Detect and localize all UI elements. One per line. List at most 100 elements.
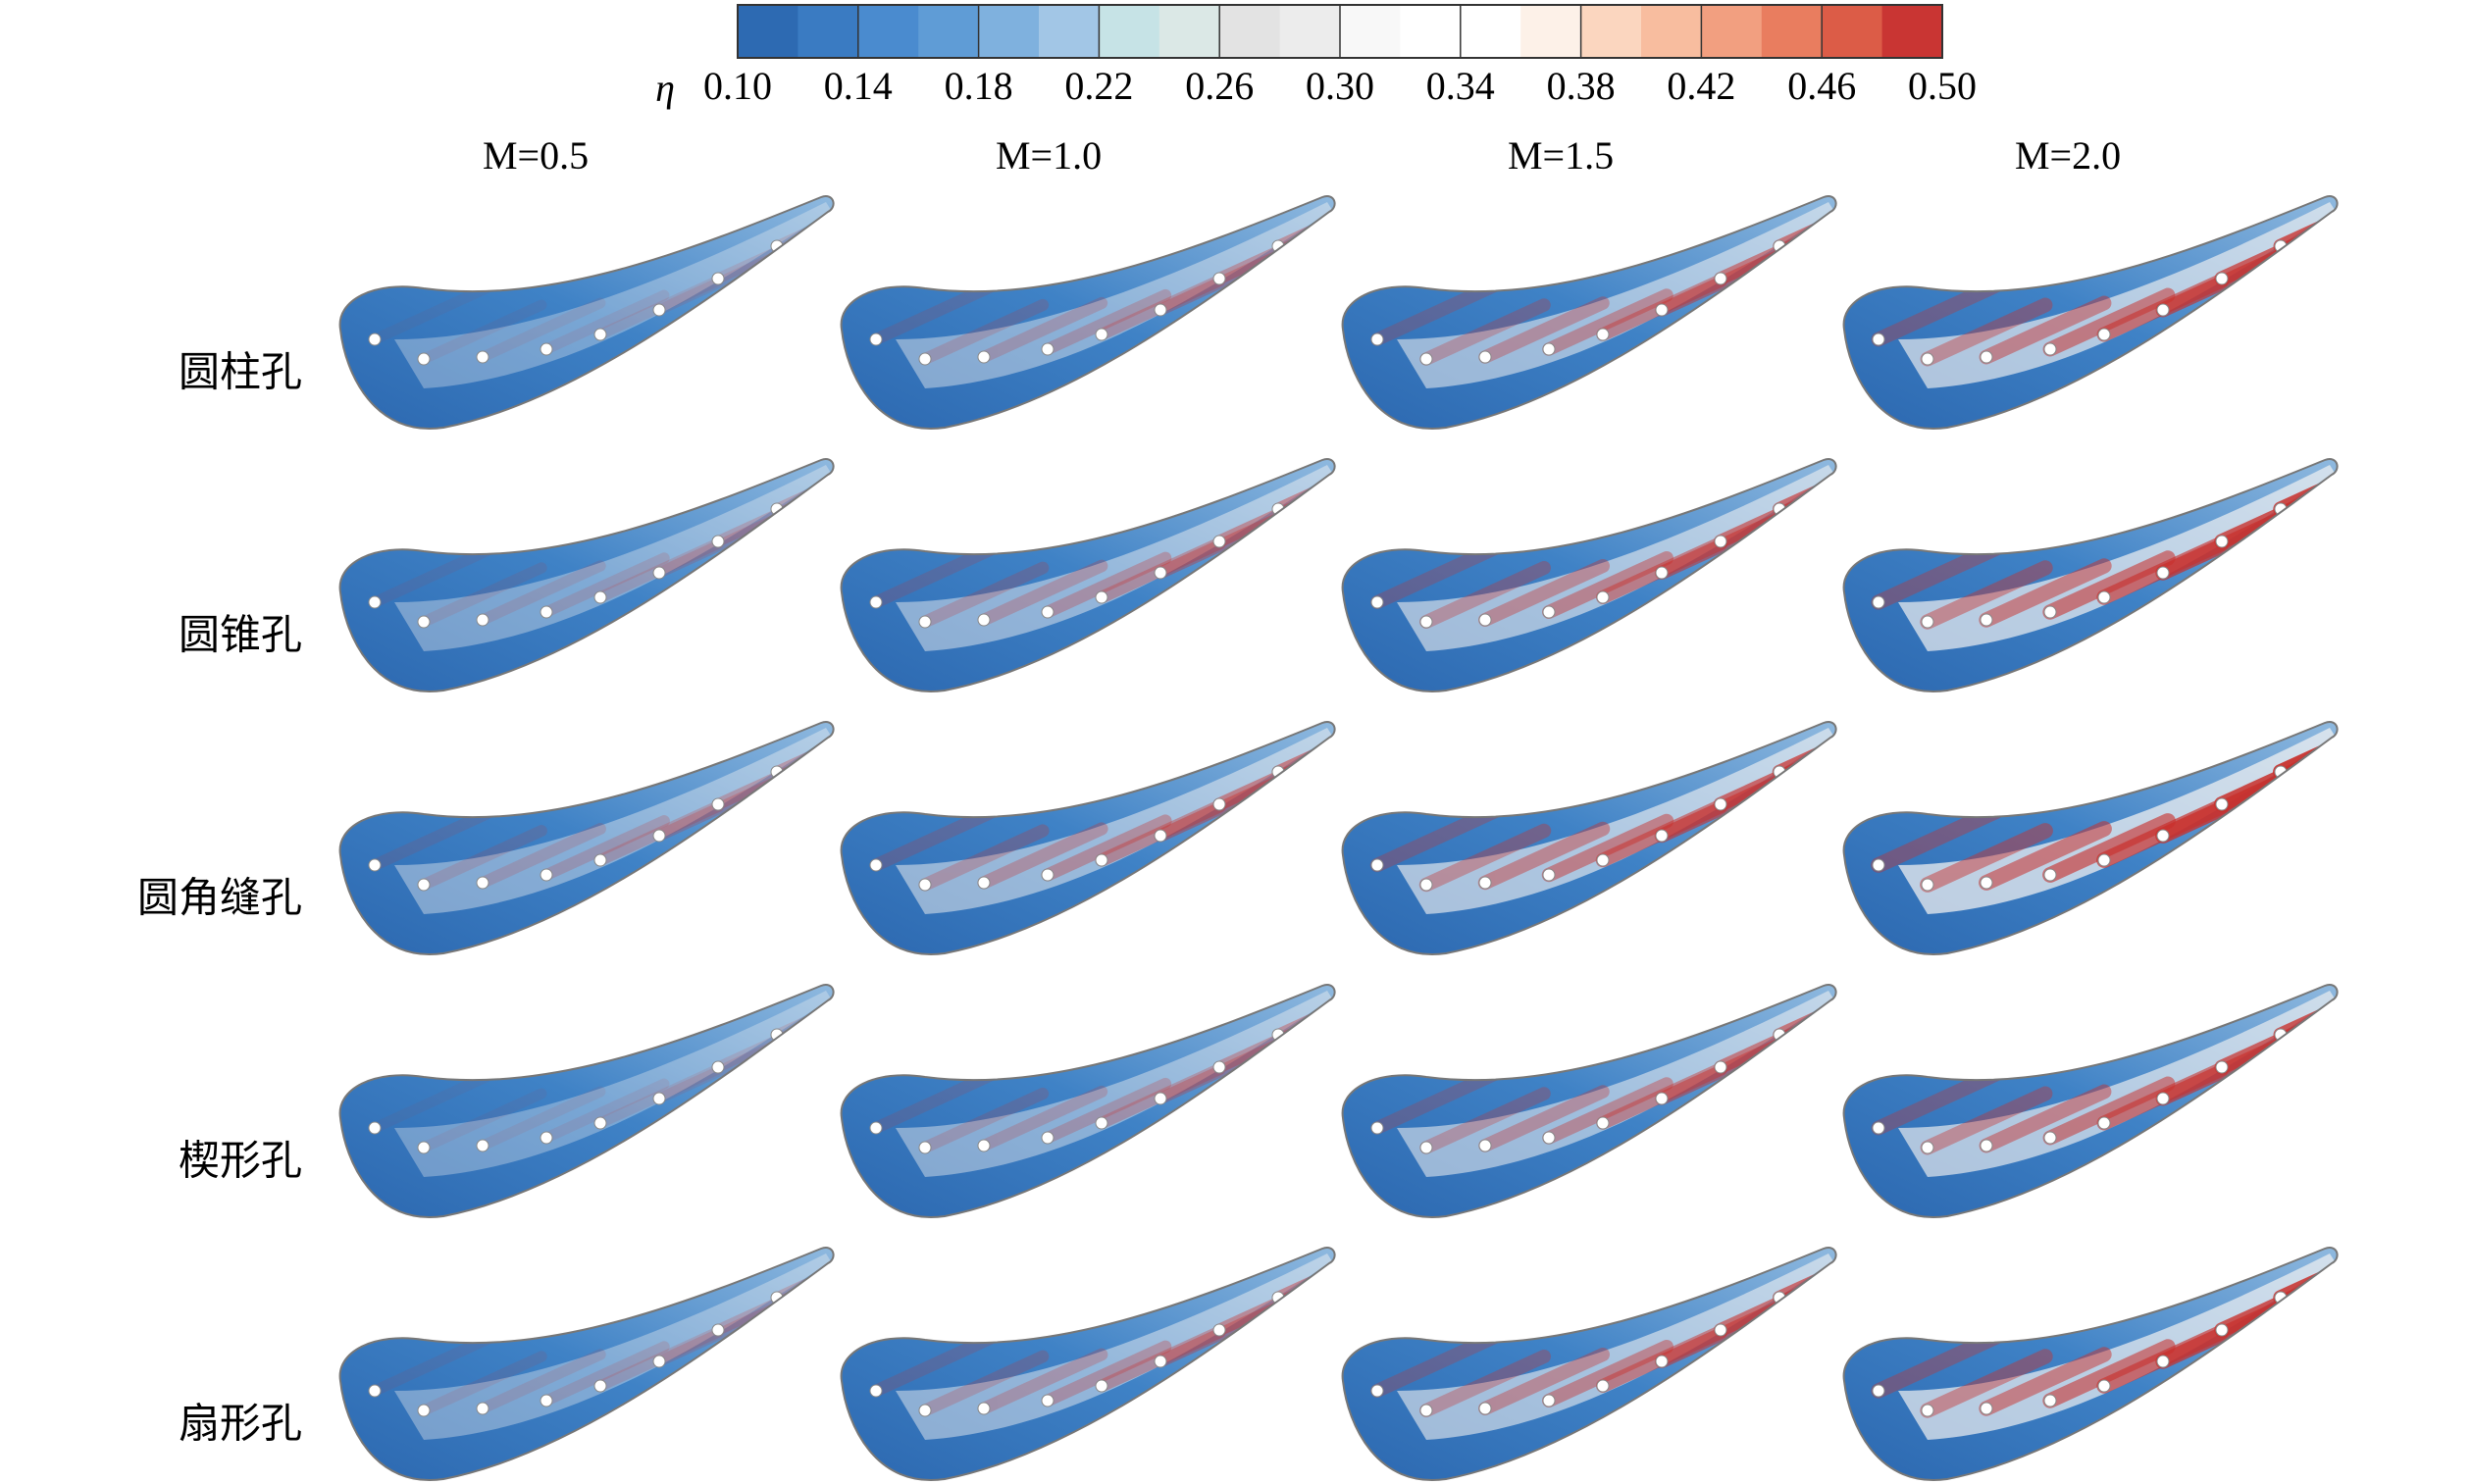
cooling-hole [417, 615, 431, 629]
colorbar-band [1761, 5, 1823, 58]
cooling-hole [711, 797, 725, 811]
row-label: 扇形孔 [179, 1400, 302, 1448]
cooling-hole [540, 1394, 553, 1407]
column-header: M=0.5 [483, 133, 589, 178]
blade-edge [840, 721, 1336, 956]
colorbar-band [1520, 5, 1582, 58]
streak [918, 298, 1050, 366]
white-region [896, 202, 1332, 388]
cooling-hole [476, 350, 489, 364]
blade-edge [338, 721, 835, 956]
cooling-hole [1370, 333, 1384, 346]
cooling-hole [1041, 868, 1055, 882]
streak [1979, 1347, 2112, 1416]
cooling-hole [2043, 868, 2057, 882]
cooling-hole [1041, 605, 1055, 619]
cooling-hole [1714, 272, 1727, 285]
streak [2042, 1076, 2176, 1146]
streak [1871, 540, 2004, 610]
cooling-hole [368, 1384, 382, 1398]
white-region [1397, 991, 1833, 1177]
blade-contour [1842, 1247, 2339, 1482]
cooling-hole [1370, 595, 1384, 609]
colorbar-band [1400, 5, 1462, 58]
cooling-hole [1872, 595, 1885, 609]
cooling-hole [869, 858, 883, 872]
cooling-hole [977, 876, 991, 890]
cooling-streaks [368, 195, 834, 388]
streak [2042, 1339, 2176, 1408]
streak [1920, 823, 2053, 893]
cooling-hole [417, 1141, 431, 1154]
cooling-hole [593, 328, 607, 341]
blade-contour [338, 458, 835, 693]
cooling-hole [2097, 853, 2111, 867]
blade-surface [841, 984, 1335, 1218]
streak [2042, 287, 2176, 357]
streak [541, 1341, 670, 1407]
cooling-hole [711, 535, 725, 548]
blade-contour [338, 1247, 835, 1482]
cooling-hole [1980, 1139, 1993, 1152]
streak [1871, 803, 2004, 873]
streak [1920, 1349, 2053, 1418]
streak [1477, 1347, 1611, 1416]
white-region [1898, 202, 2335, 388]
white-region [1898, 1254, 2335, 1440]
colorbar-band [1822, 5, 1883, 58]
streak [977, 1085, 1108, 1152]
cooling-hole [1596, 1116, 1610, 1130]
cooling-hole [540, 1131, 553, 1145]
streak [1541, 1339, 1674, 1408]
blade-surface [841, 195, 1335, 430]
white-region [394, 991, 831, 1177]
cooling-hole [2215, 535, 2229, 548]
streak [869, 279, 1001, 346]
streak [869, 804, 1001, 872]
colorbar-band [1641, 5, 1702, 58]
streak [541, 289, 670, 355]
streak [1477, 821, 1611, 891]
cooling-hole [593, 853, 607, 867]
blade-edge [338, 195, 835, 431]
cooling-hole [1921, 1141, 1934, 1154]
blade-edge [1842, 984, 2339, 1219]
cooling-hole [1478, 1139, 1492, 1152]
blade-contour [338, 984, 835, 1219]
blade-contour [840, 195, 1336, 431]
cooling-hole [652, 303, 666, 317]
blade-contour [1842, 984, 2339, 1219]
streak [1418, 1349, 1552, 1418]
cooling-hole [1419, 1404, 1433, 1417]
cooling-hole [1714, 535, 1727, 548]
white-region [896, 728, 1332, 914]
cooling-hole [2156, 566, 2170, 580]
colorbar-band [1881, 5, 1943, 58]
blade-surface [841, 1247, 1335, 1481]
cooling-hole [1596, 590, 1610, 604]
colorbar-band [738, 5, 798, 58]
cooling-hole [1872, 1384, 1885, 1398]
cooling-hole [368, 595, 382, 609]
cooling-hole [2097, 590, 2111, 604]
cooling-hole [869, 1121, 883, 1135]
cooling-hole [1478, 1402, 1492, 1415]
cooling-hole [417, 352, 431, 366]
colorbar-band [1701, 5, 1763, 58]
colorbar-tick-label: 0.22 [1064, 64, 1133, 108]
streak [1041, 551, 1172, 619]
streak [1478, 1085, 1610, 1152]
blade-edge [1842, 195, 2339, 431]
streak [418, 1351, 547, 1416]
white-region [896, 1254, 1332, 1440]
column-header: M=1.0 [996, 133, 1102, 178]
streak [977, 1348, 1108, 1415]
colorbar-tick-label: 0.38 [1547, 64, 1616, 108]
cooling-hole [1370, 858, 1384, 872]
white-region [394, 728, 831, 914]
blade-surface [339, 195, 834, 430]
column-header: M=1.5 [1508, 133, 1614, 178]
cooling-hole [1478, 350, 1492, 364]
cooling-hole [2043, 342, 2057, 356]
